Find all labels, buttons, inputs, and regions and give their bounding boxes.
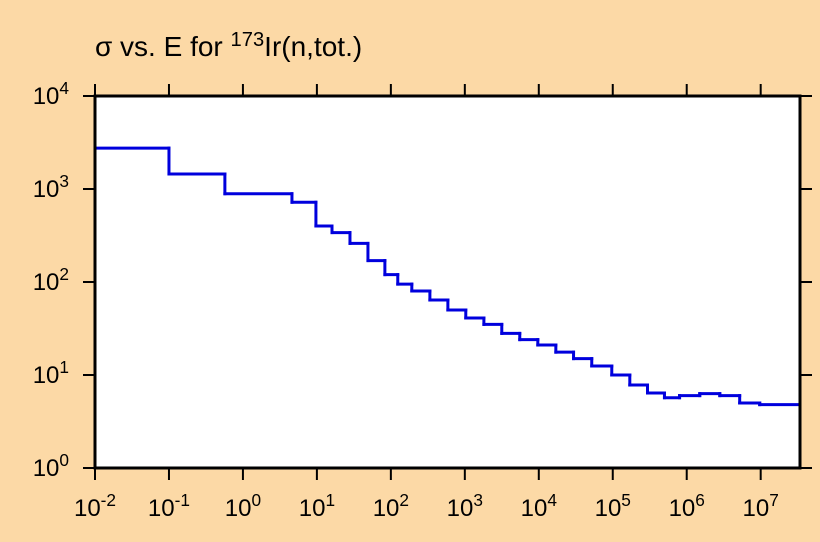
y-tick-label: 102 xyxy=(33,264,69,296)
x-tick-label: 10-2 xyxy=(74,490,116,522)
x-tick-label: 107 xyxy=(743,490,779,522)
x-tick-label: 102 xyxy=(373,490,409,522)
plot-frame xyxy=(93,94,802,470)
y-tick-label: 100 xyxy=(33,450,69,482)
y-tick-label: 104 xyxy=(33,78,70,110)
plot-area xyxy=(95,96,800,468)
x-tick-label: 106 xyxy=(669,490,705,522)
x-tick-label: 10-1 xyxy=(148,490,190,522)
x-tick-label: 100 xyxy=(225,490,261,522)
y-tick-label: 101 xyxy=(33,357,69,389)
x-tick-label: 103 xyxy=(447,490,483,522)
y-tick-label: 103 xyxy=(33,171,69,203)
chart-title: σ vs. E for 173Ir(n,tot.) xyxy=(95,29,362,62)
x-tick-label: 104 xyxy=(521,490,558,522)
x-tick-label: 101 xyxy=(299,490,335,522)
x-tick-label: 105 xyxy=(595,490,631,522)
